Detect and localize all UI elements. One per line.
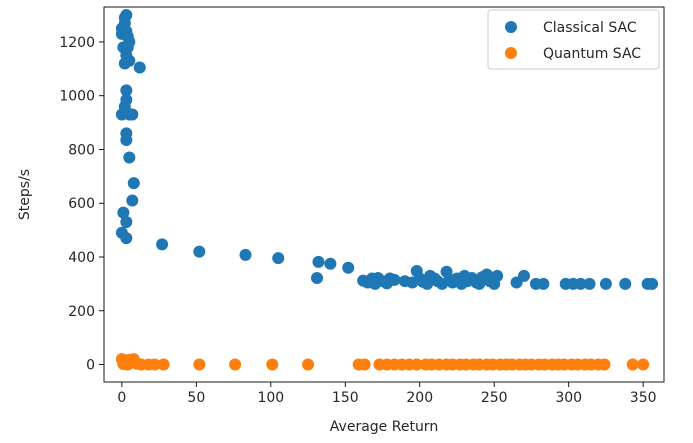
quantum-sac-point [598,358,611,371]
legend: Classical SAC Quantum SAC [487,9,660,70]
quantum-sac-point [193,358,206,371]
y-tick-label: 1200 [59,35,95,51]
classical-sac-point [118,57,131,70]
classical-sac-point [491,269,504,282]
classical-sac-point [388,273,401,286]
legend-marker-classical [505,21,517,33]
legend-label-classical: Classical SAC [543,20,637,36]
classical-sac-point [342,261,355,274]
classical-sac-point [310,271,323,284]
y-tick-label: 200 [68,304,95,320]
classical-sac-point [646,277,659,290]
x-tick-label: 50 [187,390,205,406]
quantum-sac-point [410,358,423,371]
quantum-sac-point [266,358,279,371]
classical-sac-point [120,216,133,229]
y-tick-label: 1000 [59,89,95,105]
classical-sac-point [619,277,632,290]
classical-sac-point [126,194,139,207]
classical-sac-point [583,277,596,290]
classical-sac-point [518,269,530,282]
classical-sac-point [312,255,325,268]
classical-sac-point [120,134,133,147]
x-tick-label: 300 [555,390,582,406]
quantum-sac-point [148,358,161,371]
x-tick-label: 150 [332,390,359,406]
classical-sac-point [272,252,285,265]
x-tick-label: 250 [481,390,508,406]
classical-sac-point [599,277,612,290]
x-tick-label: 0 [117,390,126,406]
y-axis-label: Steps/s [17,169,33,220]
y-tick-label: 0 [86,358,95,374]
x-tick-label: 200 [406,390,433,406]
y-tick-label: 800 [68,142,95,158]
classical-sac-point [324,257,337,270]
quantum-sac-point [637,358,650,371]
quantum-sac-point [358,358,371,371]
classical-sac-point [126,108,139,121]
ticks-layer: 0 50 100 150 200 250 300 350 0 200 400 600 800 1000 12… [59,35,656,406]
classical-sac-point [537,277,550,290]
classical-sac-point [117,206,130,219]
legend-box [487,9,660,70]
quantum-sac-point [229,358,242,371]
y-tick-label: 600 [68,196,95,212]
quantum-sac-point [157,358,170,371]
classical-sac-point [574,277,587,290]
legend-label-quantum: Quantum SAC [543,46,641,62]
classical-sac-point [123,151,136,164]
plot-frame [103,6,665,383]
quantum-sac-point [302,358,315,371]
points-layer [115,9,659,371]
classical-sac-point [120,84,133,97]
x-tick-label: 350 [630,390,657,406]
x-axis-label: Average Return [330,419,438,435]
classical-sac-point [193,245,206,258]
y-tick-label: 400 [68,250,95,266]
classical-sac-point [127,177,140,190]
quantum-sac-point [626,358,639,371]
classical-sac-point [133,61,146,74]
classical-sac-point [239,248,252,261]
classical-sac-point [156,238,169,251]
legend-marker-quantum [505,47,517,59]
classical-sac-point [120,232,133,245]
x-tick-label: 100 [257,390,284,406]
